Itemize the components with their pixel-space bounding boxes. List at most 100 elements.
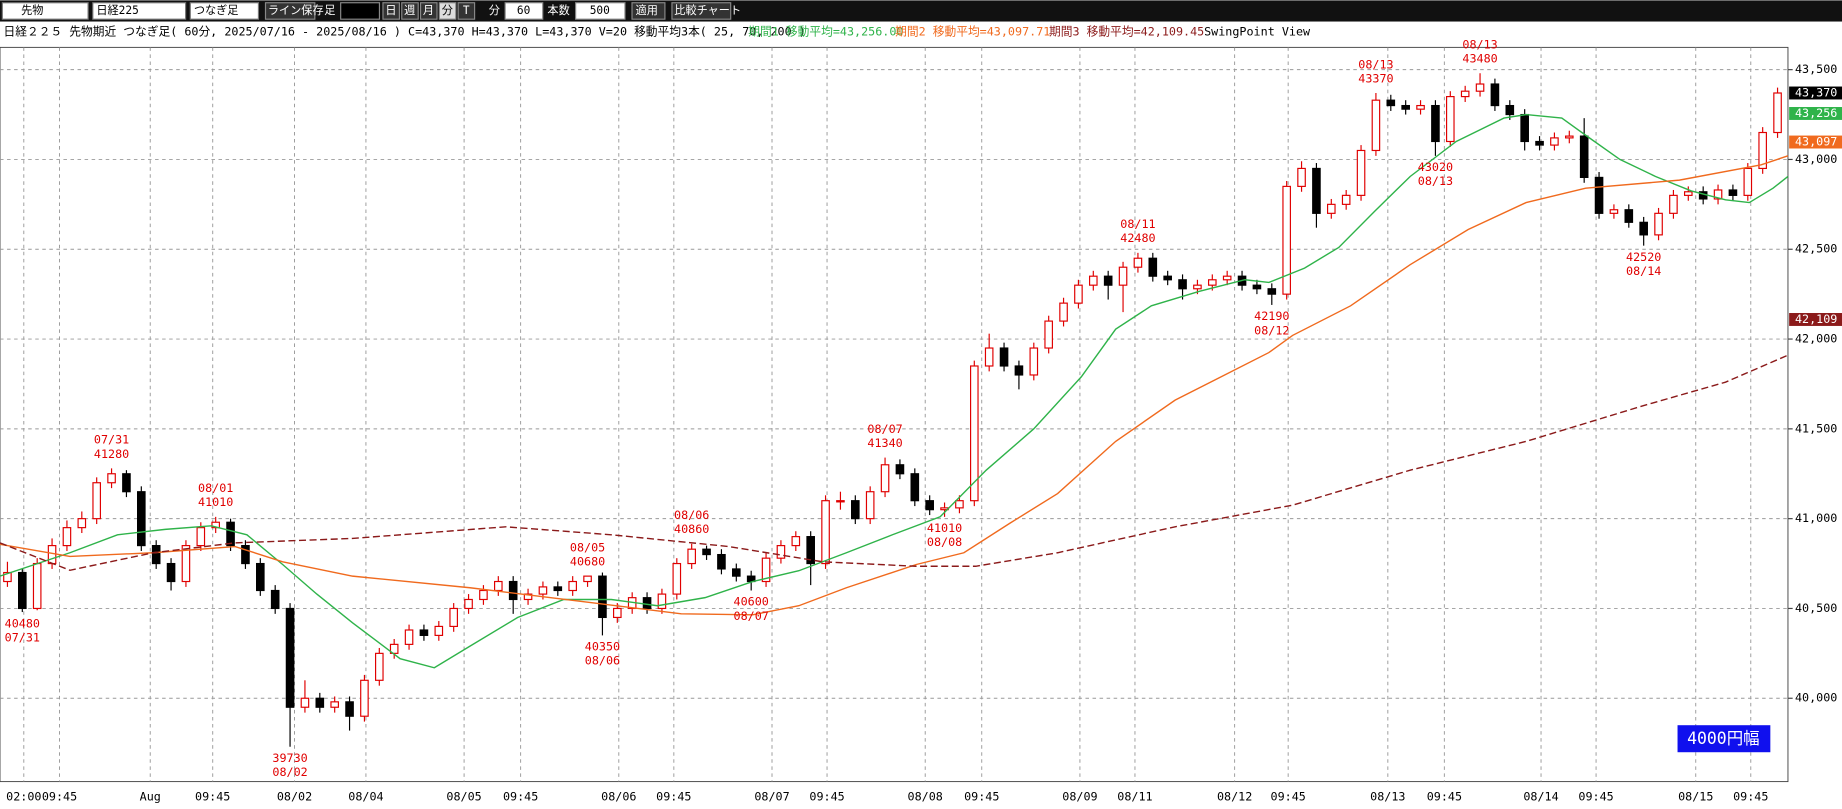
candle-body: [1014, 365, 1024, 376]
tick-button[interactable]: [457, 2, 476, 20]
minute-input[interactable]: [504, 2, 544, 20]
apply-button[interactable]: [631, 2, 666, 20]
candle-body: [434, 625, 444, 636]
candle-body: [1609, 209, 1619, 214]
legend-entry: 期間3 移動平均=42,109.45: [1049, 25, 1204, 39]
x-tick-label: 09:45: [1578, 789, 1613, 803]
candle-body: [642, 597, 652, 610]
candle-body: [1326, 203, 1336, 214]
candle-body: [300, 697, 310, 708]
candle-body: [315, 697, 325, 708]
candle-body: [404, 629, 414, 645]
x-tick-label: 08/02: [277, 789, 312, 803]
candle-body: [851, 500, 860, 520]
candle-body: [1505, 104, 1515, 116]
value-tag: [1789, 86, 1842, 100]
x-tick-label: 08/06: [601, 789, 636, 803]
candle-body: [1282, 185, 1291, 295]
candle-body: [523, 593, 533, 601]
x-tick-label: 08/11: [1117, 789, 1152, 803]
range-badge-text: 4000円幅: [1687, 729, 1759, 748]
button-text: ライン保存: [268, 3, 324, 17]
candle-body: [1356, 149, 1366, 196]
x-tick-label: 08/12: [1217, 789, 1252, 803]
swing-price: 43480: [1462, 52, 1497, 66]
button-text: 適用: [636, 3, 658, 17]
candle-body: [895, 464, 905, 475]
swing-price: 41010: [198, 495, 233, 509]
candle-body: [969, 365, 979, 502]
swing-price: 41280: [94, 447, 129, 461]
swing-date: 08/02: [272, 765, 307, 779]
candle-body: [999, 347, 1009, 367]
swing-date: 08/06: [674, 508, 709, 522]
y-tick-label: 40,500: [1795, 601, 1837, 615]
candle-body: [285, 607, 295, 708]
candle-body: [375, 652, 384, 681]
candle-body: [270, 589, 280, 610]
candle-body: [806, 536, 815, 565]
y-tick-label: 43,000: [1795, 152, 1837, 166]
candle-body: [1341, 194, 1351, 205]
value-tag: [1789, 313, 1842, 326]
x-tick-label: 09:45: [1427, 789, 1462, 803]
candle-body: [508, 580, 518, 601]
swing-date: 08/14: [1626, 264, 1661, 278]
candle-body: [122, 473, 131, 493]
legend-entry: 期間2 移動平均=43,097.71: [895, 25, 1050, 39]
button-text: 分: [442, 4, 453, 17]
candle-body: [32, 562, 42, 610]
toolbar-label: 足: [324, 4, 335, 17]
candle-body: [791, 536, 801, 547]
y-tick-label: 43,500: [1795, 62, 1837, 76]
candle-body: [92, 482, 101, 520]
candle-body: [1490, 83, 1500, 107]
view-label: SwingPoint View: [1204, 25, 1311, 39]
candle-body: [1654, 212, 1663, 236]
bar-input[interactable]: [340, 2, 381, 20]
candle-body: [1669, 194, 1678, 214]
candle-body: [1297, 167, 1306, 187]
candle-body: [1475, 83, 1485, 92]
candle-body: [449, 607, 458, 628]
candle-body: [910, 473, 920, 502]
swing-date: 08/13: [1358, 57, 1393, 71]
candle-body: [1371, 99, 1381, 152]
swing-price: 40480: [5, 616, 40, 630]
candle-body: [419, 629, 429, 636]
series-select[interactable]: [189, 2, 260, 20]
minute-button[interactable]: [438, 2, 457, 20]
x-tick-label: 08/09: [1062, 789, 1097, 803]
candle-body: [1431, 104, 1440, 143]
day-button[interactable]: [382, 2, 401, 20]
swing-price: 42520: [1626, 250, 1661, 264]
save-line-button[interactable]: [264, 2, 316, 20]
x-tick-label: 08/15: [1678, 789, 1713, 803]
month-button[interactable]: [419, 2, 438, 20]
candle-body: [1550, 137, 1559, 146]
count-input[interactable]: [575, 2, 626, 20]
value-tag: [1789, 107, 1842, 120]
candle-body: [464, 598, 473, 610]
symbol-select[interactable]: [92, 2, 187, 20]
candle-body: [1460, 90, 1470, 98]
x-tick-label: 08/07: [754, 789, 789, 803]
candle-body: [1178, 279, 1187, 290]
candle-body: [1416, 104, 1425, 110]
x-tick-label: 08/05: [446, 789, 481, 803]
candle-body: [776, 545, 786, 559]
candle-body: [1594, 176, 1604, 214]
week-button[interactable]: [401, 2, 419, 20]
candle-body: [256, 562, 265, 592]
compare-button[interactable]: [671, 2, 732, 20]
x-tick-label: 08/08: [908, 789, 943, 803]
candle-body: [18, 571, 27, 610]
swing-date: 08/05: [570, 540, 605, 554]
candle-body: [107, 473, 116, 484]
symbol-type-select[interactable]: [1, 2, 89, 20]
value-tag-label: 42,109: [1795, 312, 1837, 326]
candle-body: [1163, 275, 1172, 281]
candle-body: [1401, 104, 1410, 110]
swing-date: 08/11: [1120, 217, 1155, 231]
